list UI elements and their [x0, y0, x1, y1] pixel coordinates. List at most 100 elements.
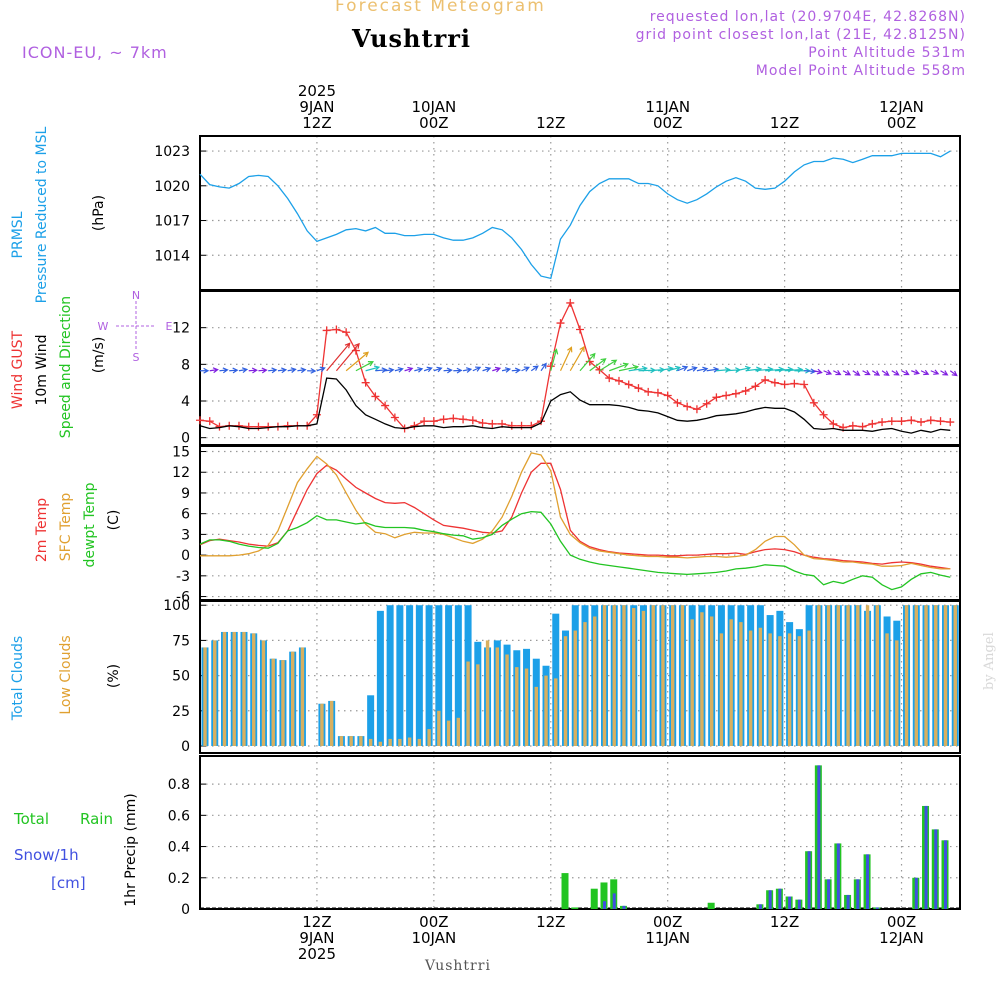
cloud-bar-low	[281, 660, 285, 746]
cloud-bar-low	[505, 654, 509, 746]
wind-direction-arrow	[219, 367, 229, 374]
cloud-bar-low	[252, 633, 256, 746]
panel-precip-frame	[199, 755, 961, 910]
wind-direction-arrow	[297, 367, 307, 374]
gust-marker	[507, 421, 516, 430]
time-label-bottom: 12Z	[770, 913, 799, 931]
cloud-bar-low	[349, 736, 353, 746]
time-label-bottom: 12Z	[302, 913, 331, 931]
gust-marker	[731, 389, 740, 398]
model-point-altitude: Model Point Altitude 558m	[755, 63, 966, 79]
cloud-bar-low	[583, 622, 587, 746]
gust-marker	[410, 421, 419, 430]
precip-bar-rain	[590, 888, 598, 909]
time-label-bottom: 00Z	[887, 913, 916, 931]
y-tick-label: 75	[172, 633, 190, 649]
wind-direction-arrow	[238, 367, 249, 374]
point-altitude: Point Altitude 531m	[808, 45, 966, 61]
gust-marker	[722, 391, 731, 400]
wind-direction-arrow	[813, 368, 823, 375]
gust-marker	[556, 319, 565, 328]
y-tick-label: 6	[181, 507, 190, 523]
gust-marker	[917, 418, 926, 427]
precip-bar-snow	[856, 879, 860, 909]
wind-direction-arrow	[277, 367, 288, 374]
cloud-bar-low	[670, 605, 675, 746]
compass-s: S	[133, 351, 140, 364]
wind-direction-arrow	[716, 367, 731, 373]
y-tick-label: 0	[181, 548, 190, 564]
y-label-prmsl: PRMSL	[10, 211, 26, 258]
cloud-bar-low	[388, 738, 392, 746]
cloud-bar-low	[787, 633, 792, 746]
cloud-bar-low	[943, 605, 948, 746]
gust-marker	[468, 416, 477, 425]
time-label-top: 12Z	[536, 114, 565, 132]
series-line-10m-wind	[199, 377, 951, 434]
gust-marker	[683, 402, 692, 411]
wind-direction-arrow	[569, 345, 585, 372]
cloud-bar-low	[417, 738, 422, 746]
cloud-bar-total	[376, 610, 384, 746]
cloud-bar-low	[485, 640, 490, 746]
gust-marker	[605, 374, 614, 383]
wind-direction-arrow	[930, 369, 940, 375]
cloud-bar-low	[904, 605, 909, 746]
wind-direction-arrow	[268, 367, 278, 374]
y-label-low-clouds: Low Clouds	[58, 635, 74, 714]
y-label-ms: (m/s)	[91, 337, 107, 374]
compass-rose	[116, 301, 156, 351]
gust-marker	[858, 422, 867, 431]
gust-marker	[790, 379, 799, 388]
cloud-bar-low	[875, 605, 880, 746]
cloud-bar-low	[797, 636, 802, 746]
y-label-gust: Wind GUST	[10, 330, 26, 409]
wind-direction-arrow	[414, 366, 424, 373]
gust-marker	[712, 393, 721, 402]
cloud-bar-low	[924, 605, 928, 746]
wind-direction-arrow	[891, 370, 900, 376]
precip-bar-snow	[768, 890, 772, 909]
time-label-bottom: 00Z	[653, 913, 682, 931]
y-tick-label: 100	[163, 598, 190, 614]
wind-direction-arrow	[394, 366, 404, 373]
y-tick-label: -3	[176, 569, 190, 585]
series-line-dewpt	[199, 510, 951, 591]
wind-direction-arrow	[316, 366, 326, 373]
time-label-bottom: 2025	[298, 945, 336, 963]
panel-wind-frame	[199, 290, 961, 446]
gust-marker	[946, 418, 955, 427]
compass-w: W	[98, 320, 109, 333]
wind-direction-arrow	[462, 367, 473, 373]
cloud-bar-low	[524, 668, 529, 746]
precip-bar-snow	[934, 829, 938, 909]
gust-marker	[488, 419, 497, 428]
cloud-bar-low	[934, 605, 938, 746]
cloud-bar-low	[359, 736, 363, 746]
wind-direction-arrow	[940, 370, 949, 376]
wind-direction-arrow	[345, 351, 370, 372]
precip-bar-snow	[944, 840, 948, 909]
wind-direction-arrow	[920, 369, 930, 376]
wind-direction-arrow	[258, 367, 268, 374]
precip-bar-snow	[788, 896, 792, 909]
gust-marker	[390, 413, 399, 422]
gust-marker	[342, 328, 351, 337]
cloud-bar-total	[415, 605, 423, 746]
cloud-bar-low	[329, 700, 334, 746]
gust-marker	[663, 391, 672, 400]
y-tick-label: 1014	[154, 248, 190, 264]
cloud-bar-low	[515, 667, 519, 746]
cloud-bar-low	[222, 631, 227, 746]
precip-bar-snow	[778, 888, 782, 909]
wind-direction-arrow	[842, 370, 852, 376]
gust-marker	[878, 418, 887, 427]
cloud-bar-low	[612, 605, 616, 746]
gust-marker	[819, 410, 828, 419]
cloud-bar-low	[593, 616, 597, 746]
cloud-bar-low	[817, 605, 821, 746]
y-label-total-clouds: Total Clouds	[10, 636, 26, 721]
cloud-bar-low	[748, 630, 753, 746]
wind-direction-arrow	[852, 370, 861, 376]
precip-bar-snow	[602, 901, 606, 909]
